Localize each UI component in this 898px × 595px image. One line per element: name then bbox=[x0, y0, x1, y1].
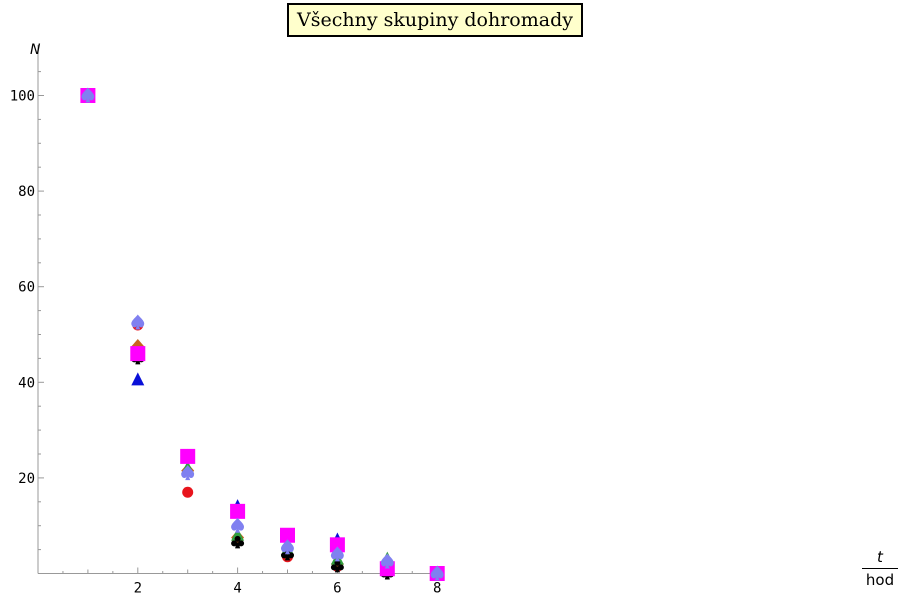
data-point-circle bbox=[182, 486, 194, 498]
y-tick-label: 40 bbox=[18, 375, 35, 391]
data-point-spade bbox=[330, 546, 344, 562]
x-axis-label-numerator: t bbox=[877, 548, 883, 566]
data-point-spade bbox=[131, 314, 145, 330]
x-axis-label-denominator: hod bbox=[865, 571, 895, 589]
data-points bbox=[80, 87, 445, 581]
data-point-square bbox=[280, 527, 295, 543]
data-point-club bbox=[231, 535, 245, 549]
data-point-spade bbox=[81, 87, 95, 103]
data-point-spade bbox=[430, 565, 444, 581]
y-tick-label: 20 bbox=[18, 471, 35, 487]
data-point-square bbox=[329, 537, 345, 553]
data-point-square bbox=[130, 346, 146, 362]
data-point-triangle bbox=[131, 372, 145, 386]
data-point-spade bbox=[281, 539, 294, 555]
axes bbox=[37, 45, 443, 574]
data-point-square bbox=[230, 503, 246, 519]
fraction-bar bbox=[862, 568, 898, 569]
x-tick-label: 6 bbox=[333, 581, 341, 595]
x-tick-label: 8 bbox=[433, 581, 441, 595]
data-point-triangle bbox=[231, 527, 245, 541]
y-axis-label: N bbox=[30, 42, 41, 58]
x-tick-label: 2 bbox=[134, 581, 142, 595]
data-point-square bbox=[180, 448, 196, 464]
x-tick-label: 4 bbox=[233, 581, 241, 595]
y-tick-label: 100 bbox=[10, 89, 35, 105]
data-point-spade bbox=[380, 553, 394, 569]
y-tick-label: 60 bbox=[18, 280, 35, 296]
data-point-club bbox=[330, 559, 344, 573]
data-point-spade bbox=[231, 517, 245, 533]
x-axis-label: t hod bbox=[862, 548, 898, 588]
tick-labels: 2 4 6 8 20 40 60 80 100 bbox=[10, 89, 442, 595]
data-point-spade bbox=[181, 465, 195, 481]
y-tick-label: 80 bbox=[18, 184, 35, 200]
chart-title: Všechny skupiny dohromady bbox=[287, 3, 583, 37]
